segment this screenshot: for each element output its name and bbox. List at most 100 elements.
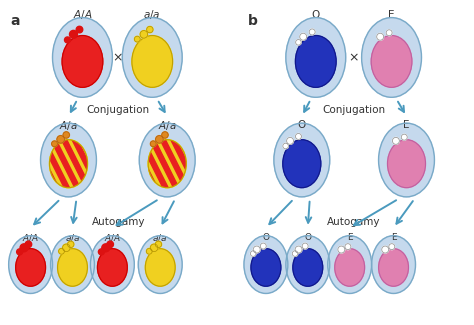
Ellipse shape [140,31,148,38]
Polygon shape [107,104,173,224]
Ellipse shape [162,132,168,138]
Text: E: E [391,233,396,242]
Polygon shape [75,104,141,224]
Ellipse shape [25,241,32,248]
Ellipse shape [338,246,345,253]
Text: O: O [298,120,306,130]
Text: E: E [403,120,410,130]
Ellipse shape [293,249,323,286]
Ellipse shape [377,33,383,40]
Ellipse shape [76,26,83,33]
Text: Autogamy: Autogamy [327,217,381,227]
Ellipse shape [302,243,308,249]
Ellipse shape [260,243,266,249]
Ellipse shape [401,134,407,140]
Ellipse shape [300,33,307,40]
Ellipse shape [295,246,302,253]
Ellipse shape [139,123,195,197]
Ellipse shape [371,35,412,87]
Text: ×: × [112,51,123,64]
Ellipse shape [335,249,365,286]
Ellipse shape [62,35,103,87]
Polygon shape [54,104,119,224]
Ellipse shape [148,140,186,188]
Ellipse shape [9,236,53,293]
Text: $A/a$: $A/a$ [59,119,78,132]
Ellipse shape [57,249,87,286]
Polygon shape [185,104,250,224]
Ellipse shape [107,241,113,248]
Ellipse shape [17,249,23,255]
Ellipse shape [283,140,321,188]
Ellipse shape [52,141,57,147]
Ellipse shape [372,236,416,293]
Polygon shape [86,104,151,224]
Text: $a/a$: $a/a$ [144,8,161,21]
Ellipse shape [379,123,434,197]
Ellipse shape [389,244,395,250]
Ellipse shape [63,132,70,138]
Ellipse shape [155,241,162,248]
Polygon shape [164,104,228,224]
Ellipse shape [41,123,96,197]
Ellipse shape [292,251,298,256]
Text: Autogamy: Autogamy [91,217,145,227]
Text: $A/A$: $A/A$ [73,8,92,21]
Text: $a/a$: $a/a$ [65,232,80,243]
Text: $a/a$: $a/a$ [153,232,168,243]
Text: Conjugation: Conjugation [322,105,385,115]
Ellipse shape [98,249,128,286]
Polygon shape [97,104,162,224]
Ellipse shape [382,246,389,253]
Ellipse shape [63,244,70,252]
Ellipse shape [70,30,77,38]
Polygon shape [121,104,186,224]
Ellipse shape [150,141,156,147]
Text: O: O [311,10,320,20]
Polygon shape [142,104,208,224]
Ellipse shape [53,18,112,97]
Ellipse shape [274,123,330,197]
Ellipse shape [392,137,400,144]
Polygon shape [118,104,183,224]
Ellipse shape [309,29,315,35]
Ellipse shape [99,249,104,255]
Polygon shape [33,104,98,224]
Polygon shape [217,104,282,224]
Ellipse shape [286,18,346,97]
Ellipse shape [295,35,336,87]
Ellipse shape [379,249,409,286]
Text: Conjugation: Conjugation [87,105,150,115]
Polygon shape [153,104,218,224]
Ellipse shape [296,40,301,45]
Ellipse shape [388,140,426,188]
Ellipse shape [286,236,330,293]
Text: $A/A$: $A/A$ [104,232,121,243]
Ellipse shape [49,140,88,188]
Ellipse shape [155,136,163,143]
Text: ×: × [348,51,359,64]
Text: O: O [304,233,311,242]
Ellipse shape [59,248,64,254]
Ellipse shape [146,26,153,33]
Ellipse shape [57,136,64,143]
Ellipse shape [328,236,372,293]
Polygon shape [174,104,239,224]
Ellipse shape [244,236,288,293]
Text: a: a [11,14,20,28]
Ellipse shape [146,248,152,254]
Text: E: E [347,233,353,242]
Ellipse shape [132,35,173,87]
Ellipse shape [362,18,421,97]
Ellipse shape [283,143,288,149]
Ellipse shape [20,244,28,252]
Ellipse shape [251,249,281,286]
Ellipse shape [51,236,94,293]
Polygon shape [195,104,261,224]
Ellipse shape [146,249,175,286]
Ellipse shape [67,241,74,248]
Ellipse shape [150,244,158,252]
Text: E: E [388,10,395,20]
Polygon shape [131,104,197,224]
Ellipse shape [148,140,186,188]
